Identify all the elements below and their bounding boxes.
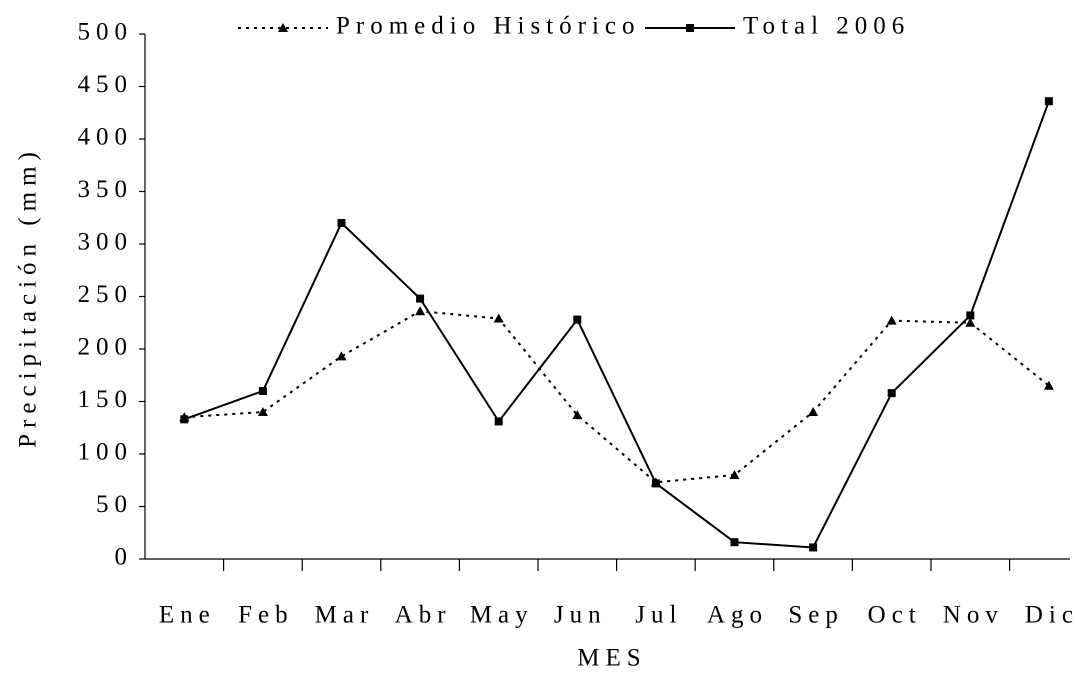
marker: [573, 315, 582, 324]
marker: [572, 410, 583, 420]
marker: [965, 317, 976, 327]
x-tick-label: Nov: [943, 602, 1004, 629]
y-tick-label: 400: [78, 124, 134, 151]
y-axis-title: Precipitación (mm): [15, 146, 42, 448]
y-tick-label: 300: [78, 229, 134, 256]
marker: [809, 543, 818, 552]
x-axis-title: MES: [577, 645, 646, 672]
x-tick-label: Jul: [635, 602, 682, 629]
marker: [686, 24, 694, 32]
x-tick-label: Oct: [868, 602, 922, 629]
marker: [651, 479, 660, 488]
marker: [1043, 380, 1054, 390]
marker: [886, 315, 897, 325]
x-tick-label: Jun: [554, 602, 607, 629]
legend-label: Total 2006: [743, 13, 910, 40]
series-line: [183, 100, 1050, 549]
y-tick-label: 450: [78, 71, 134, 98]
y-tick-label: 150: [78, 386, 134, 413]
marker: [337, 219, 346, 227]
x-tick-label: Abr: [395, 602, 452, 629]
marker: [257, 407, 268, 416]
series-line: [184, 310, 1050, 484]
y-tick-label: 350: [78, 176, 134, 203]
x-tick-label: Mar: [315, 602, 375, 629]
y-tick-label: 0: [115, 544, 134, 571]
x-tick-label: Sep: [788, 602, 844, 629]
y-tick-label: 50: [96, 491, 133, 518]
marker: [415, 306, 426, 316]
marker: [966, 311, 975, 320]
y-tick-label: 500: [78, 19, 134, 46]
y-tick-label: 250: [78, 281, 134, 308]
y-tick-label: 100: [78, 439, 134, 466]
y-tick-label: 200: [78, 334, 134, 361]
marker: [494, 417, 503, 426]
x-tick-label: Ene: [159, 602, 216, 629]
marker: [1044, 97, 1053, 106]
marker: [180, 415, 189, 424]
marker: [729, 470, 740, 479]
marker: [416, 294, 425, 303]
marker: [278, 23, 288, 32]
marker: [336, 351, 347, 361]
x-tick-label: Feb: [238, 602, 294, 629]
legend-label: Promedio Histórico: [336, 13, 641, 40]
x-tick-label: Dic: [1025, 602, 1078, 629]
marker: [258, 387, 267, 395]
marker: [808, 407, 819, 416]
x-tick-label: Ago: [707, 602, 768, 629]
x-tick-label: May: [470, 602, 534, 629]
marker: [887, 389, 896, 398]
marker: [493, 313, 504, 323]
marker: [730, 538, 739, 547]
